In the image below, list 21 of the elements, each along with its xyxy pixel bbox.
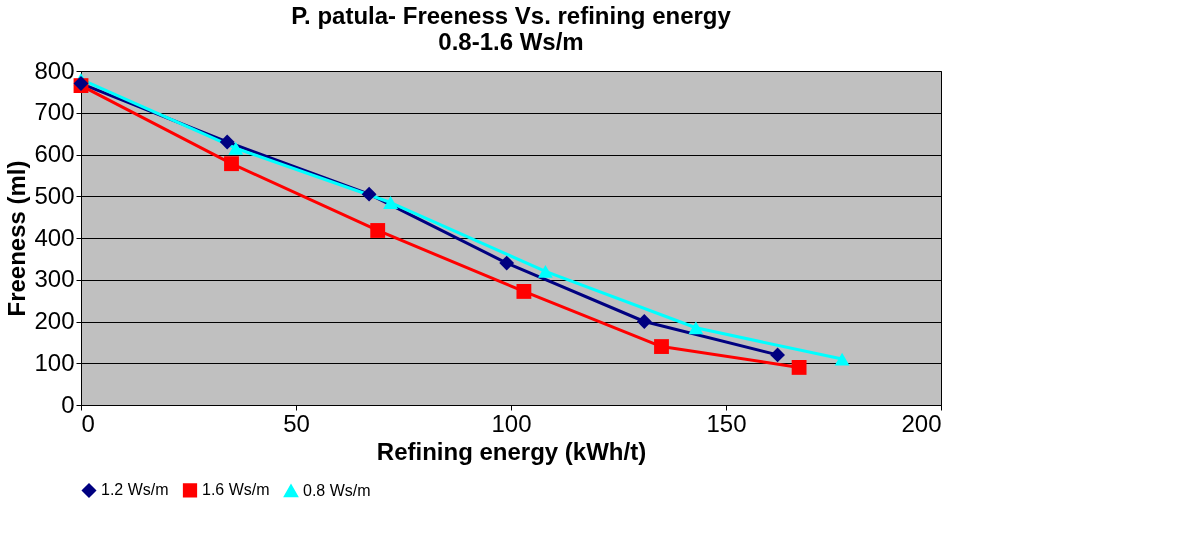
y-tick-label: 0 bbox=[61, 390, 75, 418]
y-tick-label: 400 bbox=[34, 223, 75, 251]
text: P. patula- Freeness Vs. refining energy bbox=[291, 2, 731, 29]
y-tick-label: 700 bbox=[34, 98, 75, 126]
y-tick-label: 200 bbox=[34, 307, 75, 334]
x-tick-label: 200 bbox=[901, 409, 942, 437]
y-tick-label: 300 bbox=[34, 265, 75, 293]
y-axis-title: Freeness (ml) bbox=[3, 160, 31, 317]
x-tick-label: 150 bbox=[706, 409, 747, 437]
y-tick-label: 100 bbox=[34, 348, 75, 376]
legend-label: 1.6 Ws/m bbox=[202, 481, 270, 499]
y-tick-label: 800 bbox=[34, 56, 75, 84]
x-tick-label: 100 bbox=[491, 409, 532, 437]
x-tick-label: 0 bbox=[81, 409, 95, 437]
legend-label: 0.8 Ws/m bbox=[303, 481, 371, 499]
text: 0.8-1.6 Ws/m bbox=[438, 28, 584, 55]
y-tick-label: 500 bbox=[34, 181, 75, 209]
legend-label: 1.2 Ws/m bbox=[101, 481, 169, 499]
x-tick-label: 50 bbox=[283, 409, 310, 437]
x-axis-title: Refining energy (kWh/t) bbox=[376, 437, 647, 465]
y-tick-label: 600 bbox=[34, 140, 75, 167]
